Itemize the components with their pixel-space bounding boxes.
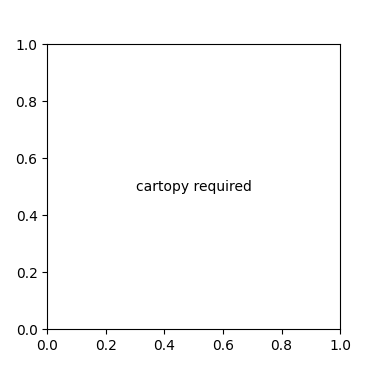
Text: cartopy required: cartopy required (136, 180, 252, 194)
